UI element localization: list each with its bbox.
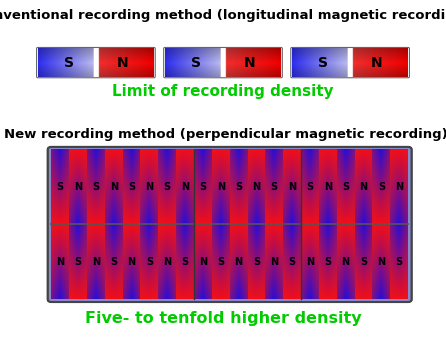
Text: N: N <box>359 182 368 192</box>
Text: N: N <box>377 257 385 267</box>
Text: S: S <box>146 257 153 267</box>
Text: S: S <box>64 56 74 69</box>
Text: Five- to tenfold higher density: Five- to tenfold higher density <box>85 311 361 326</box>
Text: S: S <box>92 182 99 192</box>
Text: N: N <box>128 257 136 267</box>
Text: N: N <box>306 257 314 267</box>
Text: N: N <box>288 182 296 192</box>
Text: N: N <box>163 257 171 267</box>
Text: N: N <box>270 257 278 267</box>
Text: N: N <box>117 56 128 69</box>
Text: S: S <box>253 257 260 267</box>
Text: N: N <box>181 182 189 192</box>
Text: N: N <box>395 182 403 192</box>
Text: Conventional recording method (longitudinal magnetic recording): Conventional recording method (longitudi… <box>0 9 446 22</box>
Text: S: S <box>324 257 331 267</box>
Text: N: N <box>342 257 350 267</box>
Text: S: S <box>360 257 367 267</box>
Text: S: S <box>235 182 242 192</box>
Text: N: N <box>74 182 82 192</box>
Text: S: S <box>342 182 349 192</box>
Text: S: S <box>128 182 135 192</box>
Text: S: S <box>110 257 117 267</box>
Text: N: N <box>252 182 260 192</box>
Text: S: S <box>396 257 403 267</box>
Text: S: S <box>306 182 314 192</box>
Text: S: S <box>199 182 206 192</box>
Text: S: S <box>289 257 296 267</box>
Text: S: S <box>271 182 278 192</box>
Text: N: N <box>324 182 332 192</box>
Text: S: S <box>217 257 224 267</box>
Text: N: N <box>56 257 64 267</box>
Text: N: N <box>244 56 256 69</box>
Text: S: S <box>57 182 64 192</box>
Text: N: N <box>217 182 225 192</box>
Text: Limit of recording density: Limit of recording density <box>112 84 334 99</box>
Text: S: S <box>182 257 189 267</box>
Text: S: S <box>164 182 171 192</box>
Text: N: N <box>371 56 383 69</box>
Text: S: S <box>74 257 82 267</box>
Text: S: S <box>318 56 328 69</box>
Text: N: N <box>199 257 207 267</box>
Text: S: S <box>191 56 201 69</box>
Text: New recording method (perpendicular magnetic recording): New recording method (perpendicular magn… <box>4 128 446 141</box>
Text: N: N <box>110 182 118 192</box>
Text: N: N <box>235 257 243 267</box>
Text: N: N <box>145 182 153 192</box>
FancyBboxPatch shape <box>48 147 412 302</box>
Text: N: N <box>92 257 100 267</box>
Text: S: S <box>378 182 385 192</box>
